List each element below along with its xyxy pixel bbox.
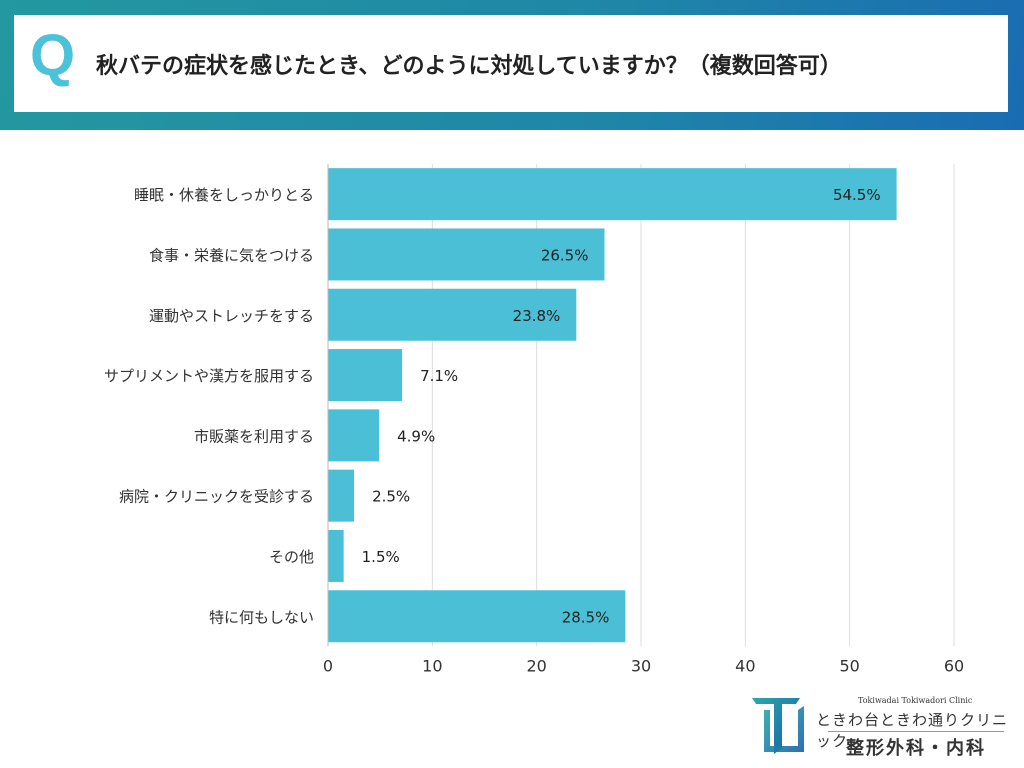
category-label: 運動やストレッチをする — [149, 307, 314, 325]
x-tick-label: 20 — [526, 656, 546, 675]
question-title: 秋バテの症状を感じたとき、どのように対処していますか？（複数回答可） — [96, 54, 842, 79]
bar — [328, 469, 355, 522]
category-label: 特に何もしない — [209, 608, 314, 626]
clinic-logo: Tokiwadai Tokiwadori Clinic ときわ台ときわ通りクリニ… — [748, 692, 1018, 762]
bar — [328, 288, 577, 341]
data-label: 4.9% — [397, 427, 435, 445]
data-label: 7.1% — [420, 367, 458, 385]
question-box — [14, 15, 1008, 112]
bar — [328, 349, 403, 402]
bar — [328, 590, 626, 643]
category-label: 睡眠・休養をしっかりとる — [134, 186, 314, 204]
x-tick-label: 10 — [422, 656, 442, 675]
header-band: Q 秋バテの症状を感じたとき、どのように対処していますか？（複数回答可） — [0, 0, 1024, 130]
data-label: 26.5% — [541, 246, 589, 264]
q-mark: Q — [30, 23, 76, 88]
data-label: 23.8% — [513, 307, 561, 325]
x-tick-label: 30 — [631, 656, 651, 675]
x-tick-label: 40 — [735, 656, 755, 675]
logo-english: Tokiwadai Tokiwadori Clinic — [858, 696, 973, 705]
data-label: 54.5% — [833, 186, 881, 204]
logo-divider — [828, 731, 1004, 732]
bar — [328, 529, 344, 582]
category-label: その他 — [269, 548, 314, 566]
tc-logo-icon — [752, 698, 804, 754]
category-label: 食事・栄養に気をつける — [149, 246, 314, 264]
category-label: 市販薬を利用する — [194, 427, 314, 445]
data-label: 1.5% — [362, 548, 400, 566]
x-tick-label: 50 — [839, 656, 859, 675]
bar — [328, 409, 380, 462]
data-label: 2.5% — [372, 488, 410, 506]
bar — [328, 168, 897, 221]
bar — [328, 228, 605, 281]
x-tick-label: 60 — [944, 656, 964, 675]
category-label: サプリメントや漢方を服用する — [104, 367, 314, 385]
x-tick-label: 0 — [323, 656, 333, 675]
data-label: 28.5% — [562, 608, 610, 626]
category-label: 病院・クリニックを受診する — [119, 488, 314, 506]
logo-department: 整形外科・内科 — [846, 738, 986, 759]
logo-japanese: ときわ台ときわ通りクリニック — [816, 711, 1009, 750]
